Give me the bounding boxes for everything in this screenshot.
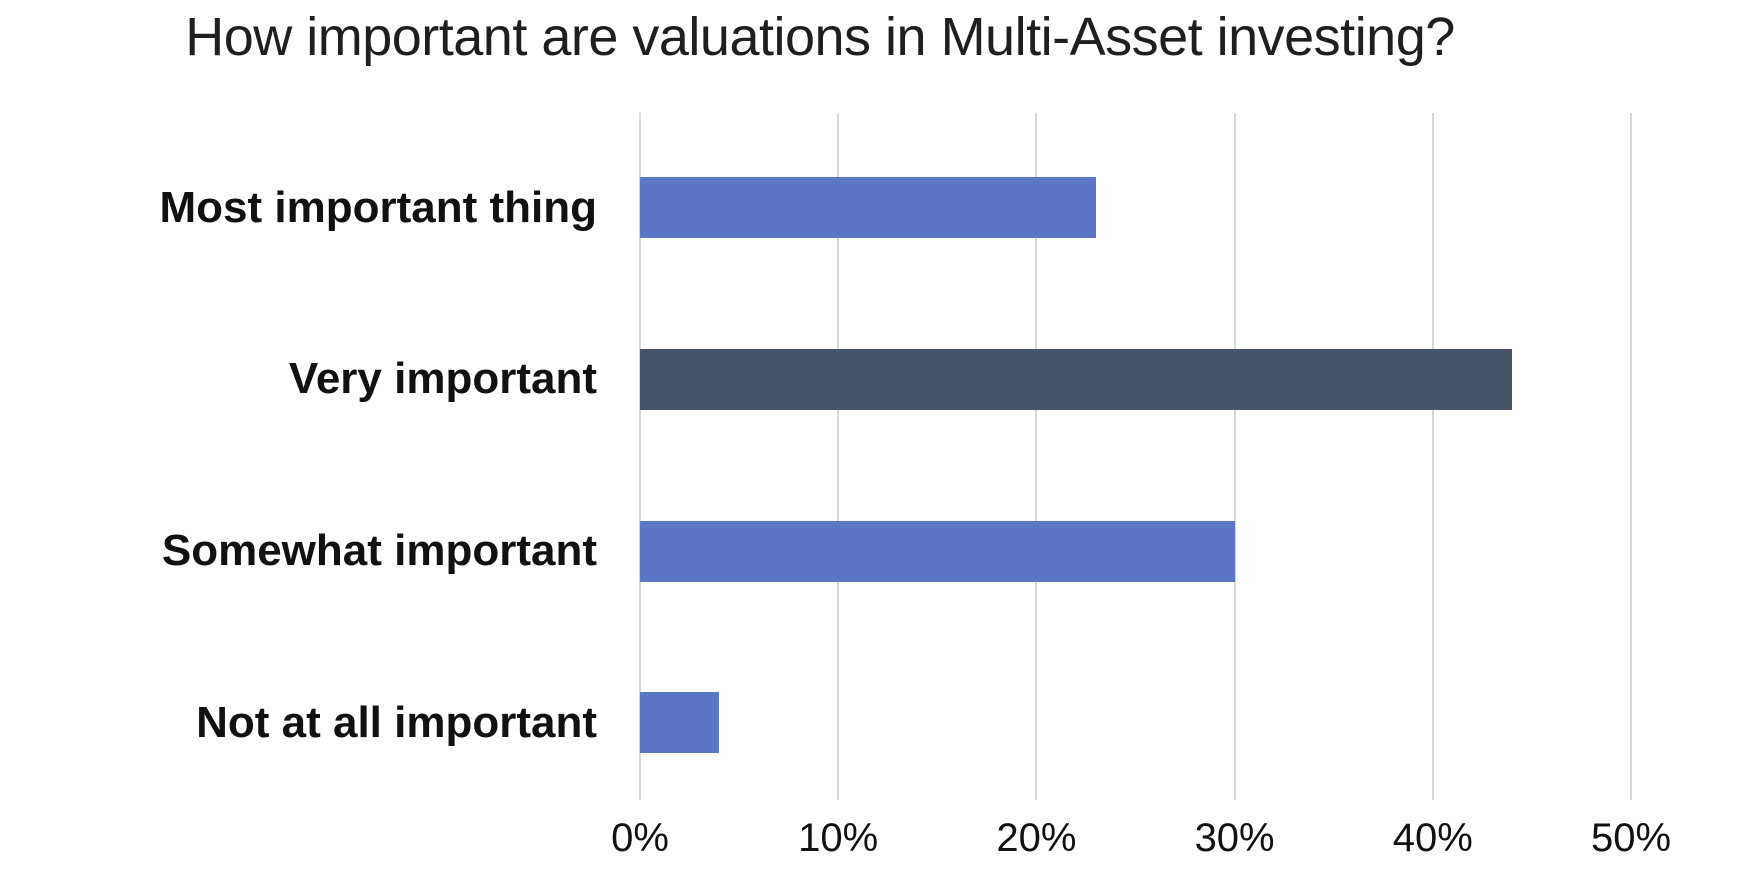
plot-area: 0% 10% 20% 30% 40% 50% Most important thing Ver…: [160, 113, 1671, 860]
gridline: [1233, 113, 1236, 800]
x-axis-tick-label: 20%: [996, 816, 1077, 860]
gridline: [1630, 113, 1632, 800]
category-label-not-at-all-important: Not at all important: [196, 697, 597, 747]
x-axis-tick-label: 0%: [611, 816, 669, 860]
category-label-most-important-thing: Most important thing: [159, 182, 598, 232]
category-label-somewhat-important: Somewhat important: [161, 526, 597, 575]
bar-very-important: [640, 348, 1513, 410]
category-label-very-important: Very important: [288, 354, 597, 404]
gridline: [1035, 113, 1038, 800]
bar-somewhat-important: [640, 520, 1235, 582]
bar-most-important-thing: [640, 177, 1096, 238]
gridline: [1431, 113, 1434, 800]
bar-not-at-all-important: [640, 692, 720, 754]
x-axis-tick-label: 50%: [1590, 816, 1672, 860]
gridline: [639, 113, 641, 800]
gridline: [837, 113, 840, 800]
x-axis-tick-label: 10%: [798, 816, 879, 860]
x-axis-tick-label: 30%: [1194, 816, 1275, 860]
chart-title: How important are valuations in Multi-As…: [185, 7, 1455, 67]
x-axis-tick-label: 40%: [1392, 816, 1473, 860]
